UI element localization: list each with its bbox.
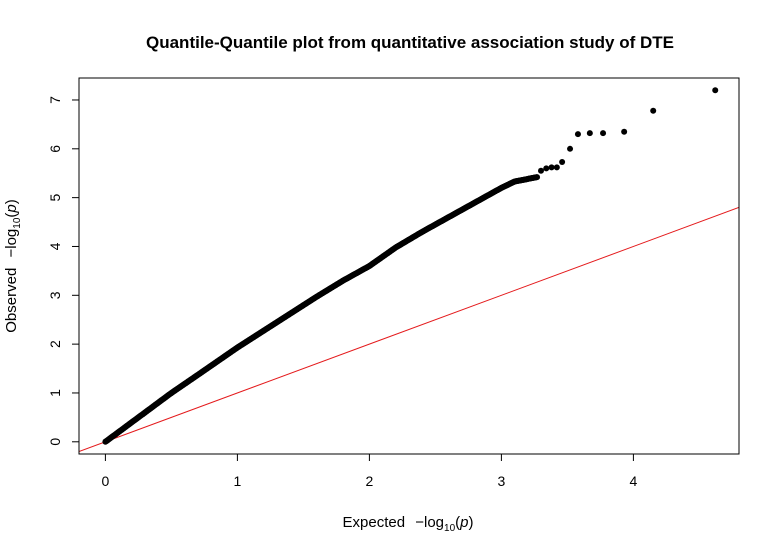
y-tick-label: 0: [47, 438, 63, 446]
data-point: [600, 130, 607, 137]
y-axis-label: Observed −log10(p): [3, 199, 23, 332]
y-tick-label: 4: [47, 242, 63, 250]
x-tick-label: 1: [234, 473, 242, 489]
data-point: [621, 128, 628, 135]
data-points: [102, 87, 719, 445]
data-point: [559, 158, 566, 165]
y-tick-label: 5: [47, 194, 63, 202]
data-point: [586, 130, 593, 137]
y-tick-label: 7: [47, 96, 63, 104]
y-tick-label: 2: [47, 340, 63, 348]
data-point: [574, 131, 581, 138]
data-point: [534, 174, 541, 181]
chart-title: Quantile-Quantile plot from quantitative…: [146, 33, 674, 52]
x-tick-label: 0: [102, 473, 110, 489]
data-point: [712, 87, 719, 94]
x-tick-label: 2: [366, 473, 374, 489]
plot-area: [78, 77, 740, 455]
plot-frame: [78, 77, 740, 455]
x-axis-label: Expected −log10(p): [343, 514, 474, 534]
y-axis: 0 1 2 3 4 5 6 7: [47, 96, 79, 446]
data-point: [548, 164, 555, 171]
data-point: [650, 107, 657, 114]
x-axis: 0 1 2 3 4: [102, 454, 638, 489]
y-tick-label: 3: [47, 291, 63, 299]
reference-line: [79, 206, 739, 453]
data-point: [553, 164, 560, 171]
y-tick-label: 1: [47, 389, 63, 397]
y-tick-label: 6: [47, 145, 63, 153]
x-tick-label: 3: [498, 473, 506, 489]
data-point: [543, 165, 550, 172]
data-point: [567, 145, 574, 152]
data-point: [538, 167, 544, 174]
x-tick-label: 4: [630, 473, 638, 489]
